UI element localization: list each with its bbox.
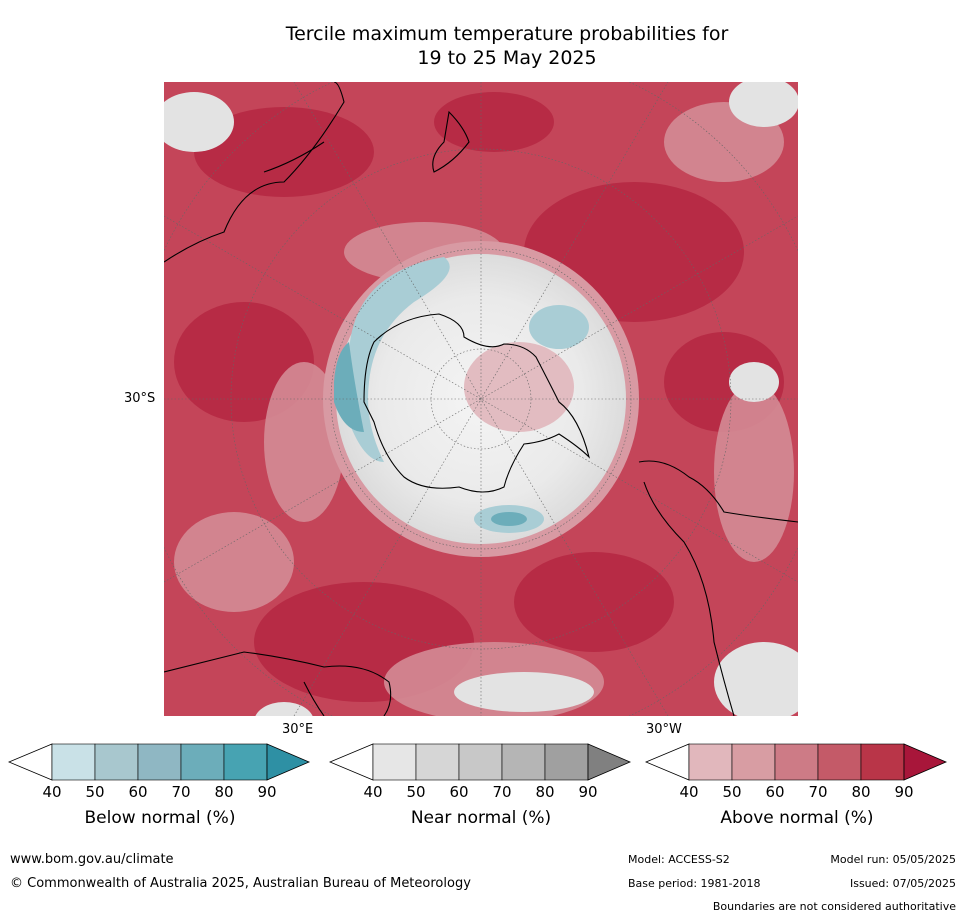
footer-website: www.bom.gov.au/climate [10, 852, 174, 867]
coastlines [164, 82, 798, 716]
colorbar-segment [860, 743, 905, 781]
colorbar-segment [372, 743, 417, 781]
lon-label-30w: 30°W [646, 722, 682, 737]
legend-title-below: Below normal (%) [84, 808, 236, 828]
title-line-1: Tercile maximum temperature probabilitie… [285, 23, 729, 45]
legend-title-above: Above normal (%) [720, 808, 874, 828]
colorbar-below-normal [8, 743, 311, 781]
legend-title-near: Near normal (%) [410, 808, 552, 828]
below-normal-strong-patches [334, 342, 527, 526]
colorbar-near-normal [329, 743, 632, 781]
antarctica-warm-patch [464, 342, 574, 432]
colorbar-high-arrow [266, 743, 311, 781]
footer-base-period: Base period: 1981-2018 [628, 877, 761, 890]
colorbar-tick-label: 80 [851, 783, 871, 801]
colorbar-high-arrow [587, 743, 632, 781]
colorbar-segment [774, 743, 819, 781]
colorbar-tick-label: 40 [363, 783, 383, 801]
colorbar-segment [817, 743, 862, 781]
colorbar-segment [731, 743, 776, 781]
lon-label-30e: 30°E [282, 722, 314, 737]
colorbar-tick-label: 90 [894, 783, 914, 801]
colorbar-tick-label: 90 [578, 783, 598, 801]
footer-model-run: Model run: 05/05/2025 [830, 853, 956, 866]
colorbar-low-arrow [8, 743, 53, 781]
colorbar-tick-label: 80 [214, 783, 234, 801]
colorbar-segment [180, 743, 225, 781]
colorbar-tick-label: 50 [406, 783, 426, 801]
colorbar-tick-label: 40 [679, 783, 699, 801]
colorbar-tick-label: 60 [449, 783, 469, 801]
colorbar-tick-label: 80 [535, 783, 555, 801]
chart-title: Tercile maximum temperature probabilitie… [160, 22, 854, 70]
lat-label-30s: 30°S [124, 391, 156, 406]
colorbar-segment [688, 743, 733, 781]
footer-model: Model: ACCESS-S2 [628, 853, 730, 866]
footer-copyright: © Commonwealth of Australia 2025, Austra… [10, 876, 471, 891]
colorbar-low-arrow [645, 743, 690, 781]
colorbar-tick-label: 70 [171, 783, 191, 801]
colorbar-segment [415, 743, 460, 781]
colorbar-tick-label: 40 [42, 783, 62, 801]
colorbar-tick-label: 60 [765, 783, 785, 801]
colorbar-above-normal [645, 743, 948, 781]
colorbar-segment [544, 743, 589, 781]
footer-issued: Issued: 07/05/2025 [849, 877, 956, 890]
colorbar-tick-label: 60 [128, 783, 148, 801]
colorbar-segment [458, 743, 503, 781]
colorbar-low-arrow [329, 743, 374, 781]
colorbar-segment [51, 743, 96, 781]
footer-boundaries: Boundaries are not considered authoritat… [712, 900, 956, 913]
near-normal-patches [164, 82, 798, 716]
colorbar-tick-label: 70 [808, 783, 828, 801]
title-line-2: 19 to 25 May 2025 [417, 47, 597, 69]
colorbar-segment [137, 743, 182, 781]
graticule [164, 82, 798, 716]
colorbar-segment [223, 743, 268, 781]
colorbar-tick-label: 70 [492, 783, 512, 801]
colorbar-high-arrow [903, 743, 948, 781]
colorbar-segment [94, 743, 139, 781]
colorbar-tick-label: 90 [257, 783, 277, 801]
colorbar-tick-label: 50 [722, 783, 742, 801]
colorbar-tick-label: 50 [85, 783, 105, 801]
probability-map [164, 82, 798, 716]
colorbar-segment [501, 743, 546, 781]
